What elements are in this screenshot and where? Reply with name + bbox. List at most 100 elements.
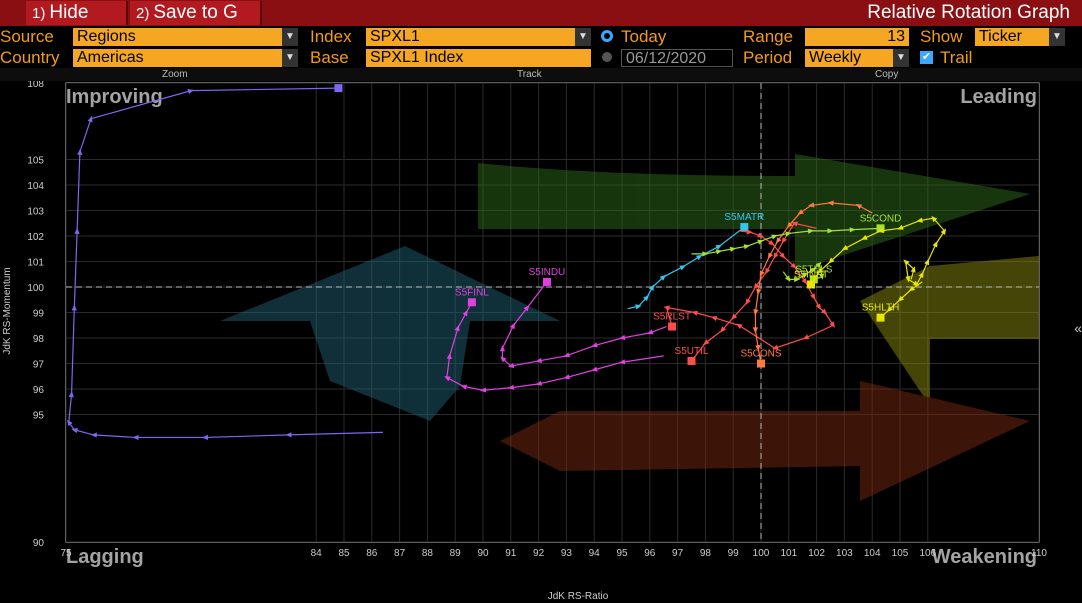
today-radio[interactable] xyxy=(601,30,613,42)
ticker-label-s5indu: S5INDU xyxy=(529,267,566,278)
chevron-down-icon[interactable]: ▼ xyxy=(575,28,591,46)
current-point-s5util[interactable] xyxy=(687,356,696,365)
trail-point-s5finl xyxy=(454,324,460,332)
trail-point-s5cons xyxy=(756,288,762,296)
x-tick-label: 101 xyxy=(780,548,797,559)
trail-point-s5matr xyxy=(643,295,650,302)
y-tick-label: 102 xyxy=(27,232,44,243)
current-point-s5hlth[interactable] xyxy=(876,313,885,322)
rotation-arrows xyxy=(220,154,1039,501)
trail-point-s5cons xyxy=(827,200,834,206)
chart-toolbar: Zoom Track Copy xyxy=(0,68,1082,81)
x-tick-label: 96 xyxy=(644,548,656,559)
trail-point-s5util xyxy=(753,283,760,290)
current-point-s5indu[interactable] xyxy=(542,277,551,286)
side-panel-toggle-icon[interactable]: « xyxy=(1074,320,1082,336)
trail-point-s5enrs xyxy=(67,419,73,427)
trail-point-s5matr xyxy=(648,284,655,291)
current-point-s5finl[interactable] xyxy=(467,298,476,307)
date-input[interactable]: 06/12/2020 xyxy=(621,49,733,67)
trail-point-s5inft xyxy=(903,259,910,266)
chevron-down-icon[interactable]: ▼ xyxy=(282,28,298,46)
trail-point-s5inft xyxy=(924,258,929,266)
y-tick-label: 96 xyxy=(33,385,45,396)
relative-rotation-graph[interactable]: Improving Leading Lagging Weakening S5EN… xyxy=(0,81,1082,603)
trail-point-s5indu xyxy=(535,357,543,363)
ticker-label-s5rlst: S5RLST xyxy=(653,312,691,323)
x-tick-label: 75 xyxy=(60,548,72,559)
x-tick-label: 102 xyxy=(808,548,825,559)
y-tick-label: 104 xyxy=(27,181,44,192)
trail-point-s5cond xyxy=(849,227,856,233)
trail-point-s5finl xyxy=(535,380,543,386)
source-value: Regions xyxy=(77,28,136,45)
trail-point-s5util xyxy=(765,267,771,275)
hide-button[interactable]: 1) Hide xyxy=(26,1,128,25)
save-to-g-button[interactable]: 2) Save to G xyxy=(130,1,262,25)
trail-point-s5util xyxy=(703,339,710,345)
trail-point-s5cons xyxy=(755,344,761,352)
source-select[interactable]: Regions ▼ xyxy=(73,28,298,46)
x-tick-label: 94 xyxy=(589,548,601,559)
track-button[interactable]: Track xyxy=(517,69,542,80)
chevron-down-icon[interactable]: ▼ xyxy=(282,49,298,67)
date-radio[interactable] xyxy=(602,52,612,62)
copy-button[interactable]: Copy xyxy=(875,69,899,80)
trail-point-s5rlst xyxy=(663,305,670,311)
current-point-s5enrs[interactable] xyxy=(334,84,343,93)
current-point-s5cons[interactable] xyxy=(757,359,765,368)
trail-point-s5rlst xyxy=(757,232,764,238)
today-label: Today xyxy=(621,27,667,46)
trail-point-s5rlst xyxy=(772,344,779,350)
y-tick-label: 105 xyxy=(27,156,44,167)
trail-point-s5finl xyxy=(462,309,468,317)
trail-point-s5inft xyxy=(910,266,916,273)
trail-checkbox[interactable]: ✔ xyxy=(920,51,933,64)
trail-point-s5enrs xyxy=(68,391,74,398)
show-select[interactable]: Ticker ▼ xyxy=(975,28,1065,46)
trail-point-s5rlst xyxy=(779,252,786,259)
trail-line-s5indu xyxy=(501,281,667,367)
y-axis-ticks: 90 95 96 97 98 99 100 101 102 103 104 105 108 xyxy=(27,81,44,549)
trail-point-s5util xyxy=(731,313,738,320)
y-tick-label: 97 xyxy=(33,360,45,371)
trail-line-s5enrs xyxy=(68,87,383,439)
base-input[interactable]: SPXL1 Index xyxy=(366,49,591,67)
hide-button-number: 1) xyxy=(32,5,46,22)
country-label: Country xyxy=(0,48,60,67)
ticker-label-s5cons: S5CONS xyxy=(740,349,781,360)
current-point-s5matr[interactable] xyxy=(740,223,749,232)
current-point-s5cond[interactable] xyxy=(876,224,885,233)
index-select[interactable]: SPXL1 ▼ xyxy=(366,28,591,46)
chevron-down-icon[interactable]: ▼ xyxy=(1049,28,1065,46)
trail-point-s5cond xyxy=(757,239,764,245)
trail-point-s5enrs xyxy=(132,434,139,441)
trail-point-s5finl xyxy=(619,359,626,365)
y-tick-label: 108 xyxy=(27,81,44,90)
chevron-down-icon[interactable]: ▼ xyxy=(893,49,909,67)
leading-arrow xyxy=(478,154,1030,271)
quadrant-label-leading: Leading xyxy=(960,86,1037,108)
trail-point-s5finl xyxy=(591,366,598,372)
show-label: Show xyxy=(920,27,963,46)
period-select[interactable]: Weekly ▼ xyxy=(805,49,909,67)
current-point-s5inft[interactable] xyxy=(807,280,816,289)
show-value: Ticker xyxy=(979,28,1022,45)
zoom-button[interactable]: Zoom xyxy=(162,69,188,80)
current-point-s5rlst[interactable] xyxy=(668,322,677,331)
country-select[interactable]: Americas ▼ xyxy=(73,49,298,67)
save-button-label: Save to G xyxy=(153,2,238,23)
trail-point-s5inft xyxy=(918,271,924,279)
trail-point-s5hlth xyxy=(908,285,916,292)
range-input[interactable]: 13 xyxy=(805,28,909,46)
trail-point-s5tels xyxy=(784,275,791,282)
y-tick-label: 90 xyxy=(33,538,45,549)
x-tick-label: 103 xyxy=(836,548,853,559)
x-tick-label: 88 xyxy=(422,548,434,559)
trail-point-s5inft xyxy=(817,267,824,274)
ticker-label-s5tels: S5TELS xyxy=(795,264,833,275)
trail-point-s5cond xyxy=(771,234,778,240)
trail-point-s5cond xyxy=(827,228,834,234)
trail-point-s5inft xyxy=(932,240,938,248)
trail-point-s5indu xyxy=(509,322,515,330)
